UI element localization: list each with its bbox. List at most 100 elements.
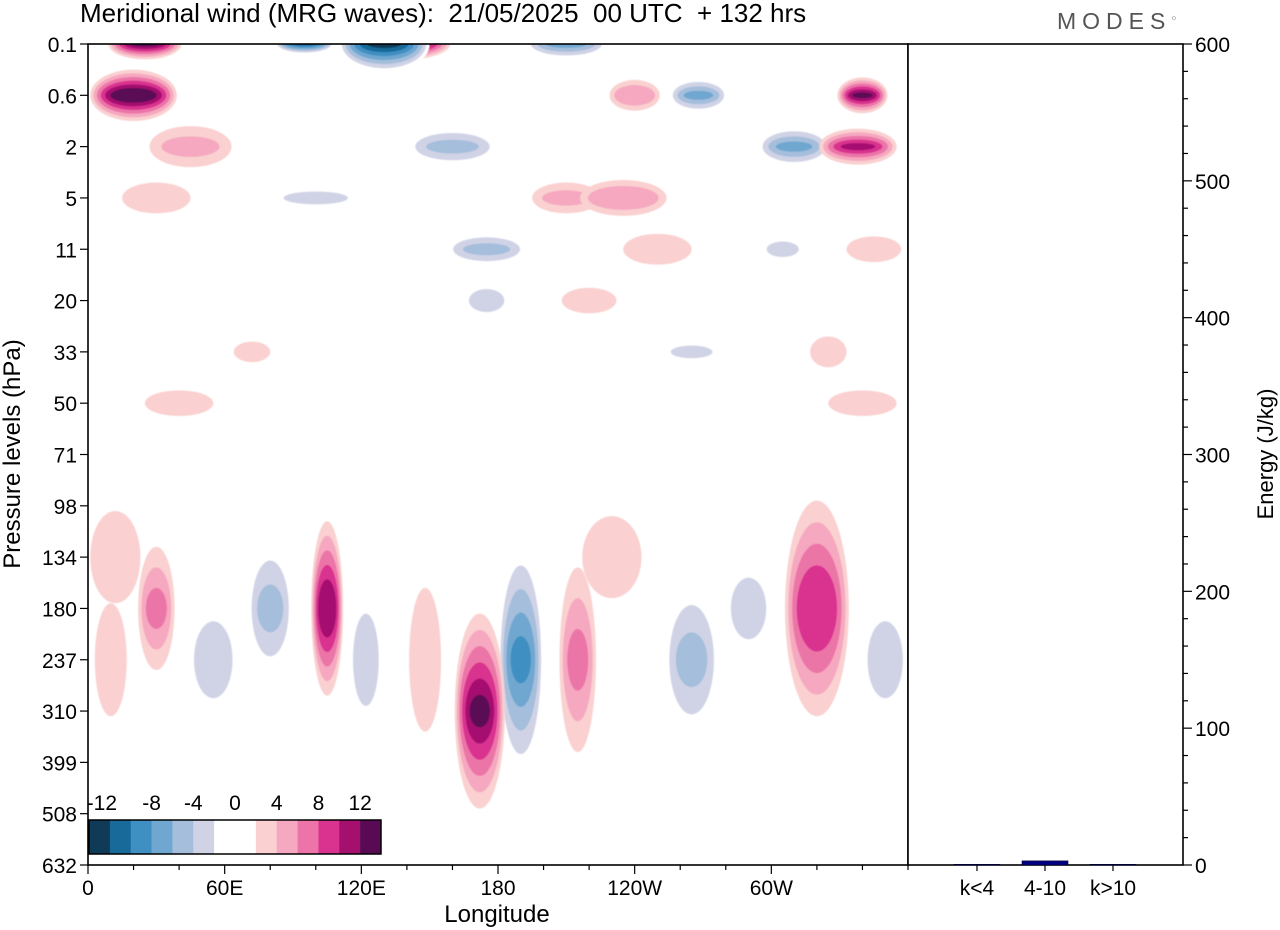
colorbar-label: -8 (142, 792, 161, 815)
positive-wind-anomaly (532, 182, 601, 214)
energy-bar (1089, 864, 1137, 866)
pressure-tick-label: 134 (42, 547, 77, 570)
negative-wind-anomaly (664, 577, 719, 742)
contour-band (545, 44, 587, 48)
contour-band (802, 586, 832, 630)
contour-band (117, 91, 150, 99)
longitude-tick-label: 60W (750, 877, 793, 900)
positive-wind-anomaly (144, 390, 214, 417)
wind-contour-field (90, 44, 908, 809)
energy-tick-label: 0 (1195, 855, 1207, 878)
colorbar-label: -4 (184, 792, 203, 815)
positive-wind-anomaly (837, 77, 888, 114)
energy-bar (953, 864, 1001, 866)
colorbar-swatch (193, 820, 215, 854)
colorbar-legend: -12 -8 -4 0 4 8 12 (87, 792, 382, 855)
energy-category-label: 4-10 (1024, 877, 1066, 900)
positive-wind-anomaly (311, 521, 344, 696)
energy-bars: k<4 4-10 k>10 (953, 860, 1137, 900)
energy-tick-label: 400 (1195, 308, 1230, 331)
positive-wind-anomaly (785, 500, 849, 717)
contour-band (840, 143, 876, 151)
pressure-tick-label: 11 (55, 239, 77, 262)
positive-wind-anomaly (233, 341, 271, 363)
energy-axis: 0 100 200 300 400 500 600 (1183, 34, 1230, 878)
pressure-tick-label: 33 (54, 342, 77, 365)
contour-band (854, 242, 894, 256)
contour-band (675, 632, 708, 688)
positive-wind-anomaly (559, 567, 596, 753)
pressure-tick-label: 2 (65, 137, 77, 160)
positive-wind-anomaly (454, 613, 505, 809)
positive-wind-anomaly (582, 516, 642, 599)
energy-tick-label: 600 (1195, 34, 1230, 57)
contour-band (283, 191, 348, 205)
colorbar-label: 4 (271, 792, 283, 815)
positive-wind-anomaly (108, 44, 182, 60)
contour-band (468, 289, 505, 313)
positive-wind-anomaly (90, 510, 141, 604)
contour-band (320, 593, 334, 623)
negative-wind-anomaly (247, 536, 293, 681)
positive-wind-anomaly (580, 179, 667, 216)
contour-band (145, 587, 167, 629)
positive-wind-anomaly (122, 182, 191, 214)
energy-tick-label: 300 (1195, 445, 1230, 468)
negative-wind-anomaly (668, 77, 729, 114)
contour-band (775, 141, 813, 152)
positive-wind-anomaly (819, 128, 897, 165)
pressure-axis: 0.1 0.6 2 5 11 20 33 50 71 98 134 180 237 310 399 508 63… (42, 34, 88, 878)
negative-wind-anomaly (347, 567, 385, 753)
negative-wind-anomaly (757, 126, 831, 168)
colorbar-label: 12 (348, 792, 371, 815)
colorbar-swatch (130, 820, 152, 854)
pressure-tick-label: 399 (42, 752, 77, 775)
negative-wind-anomaly (759, 233, 806, 265)
negative-wind-anomaly (525, 44, 608, 60)
contour-band (413, 623, 437, 696)
contour-band (670, 345, 713, 359)
contour-band (730, 577, 767, 640)
contour-band (161, 136, 220, 157)
pressure-tick-label: 50 (54, 393, 77, 416)
pressure-tick-label: 5 (65, 188, 77, 211)
negative-wind-anomaly (498, 541, 544, 778)
contour-band (97, 534, 134, 581)
positive-wind-anomaly (828, 390, 897, 417)
contour-band (815, 344, 842, 360)
x-axis-label: Longitude (444, 901, 549, 928)
negative-wind-anomaly (274, 44, 334, 55)
negative-wind-anomaly (723, 546, 774, 671)
energy-bar (1021, 860, 1069, 866)
contour-band (469, 694, 491, 728)
pressure-tick-label: 632 (42, 855, 77, 878)
positive-wind-anomaly (846, 236, 902, 263)
contour-band (542, 190, 591, 206)
positive-wind-anomaly (138, 546, 175, 671)
negative-wind-anomaly (445, 231, 528, 268)
energy-axis-label: Energy (J/kg) (1253, 389, 1278, 520)
positive-wind-anomaly (149, 126, 232, 168)
colorbar-label: 8 (313, 792, 325, 815)
positive-wind-anomaly (810, 336, 847, 368)
positive-wind-anomaly (609, 79, 660, 111)
contour-band (567, 628, 589, 691)
contour-band (426, 139, 479, 154)
energy-category-label: k>10 (1090, 877, 1136, 900)
colorbar-swatch (89, 820, 111, 854)
contour-band (94, 603, 127, 717)
contour-band (633, 241, 682, 257)
contour-band (366, 44, 402, 49)
negative-wind-anomaly (185, 582, 241, 737)
pressure-tick-label: 0.1 (48, 34, 77, 57)
contour-band (620, 90, 650, 101)
negative-wind-anomaly (860, 582, 908, 737)
contour-band (193, 621, 233, 699)
modes-logo: MODES○ (1057, 8, 1177, 34)
pressure-tick-label: 0.6 (48, 85, 77, 108)
positive-wind-anomaly (94, 603, 127, 717)
contour-band (852, 92, 873, 99)
contour-band (867, 621, 903, 699)
contour-band (353, 613, 379, 706)
